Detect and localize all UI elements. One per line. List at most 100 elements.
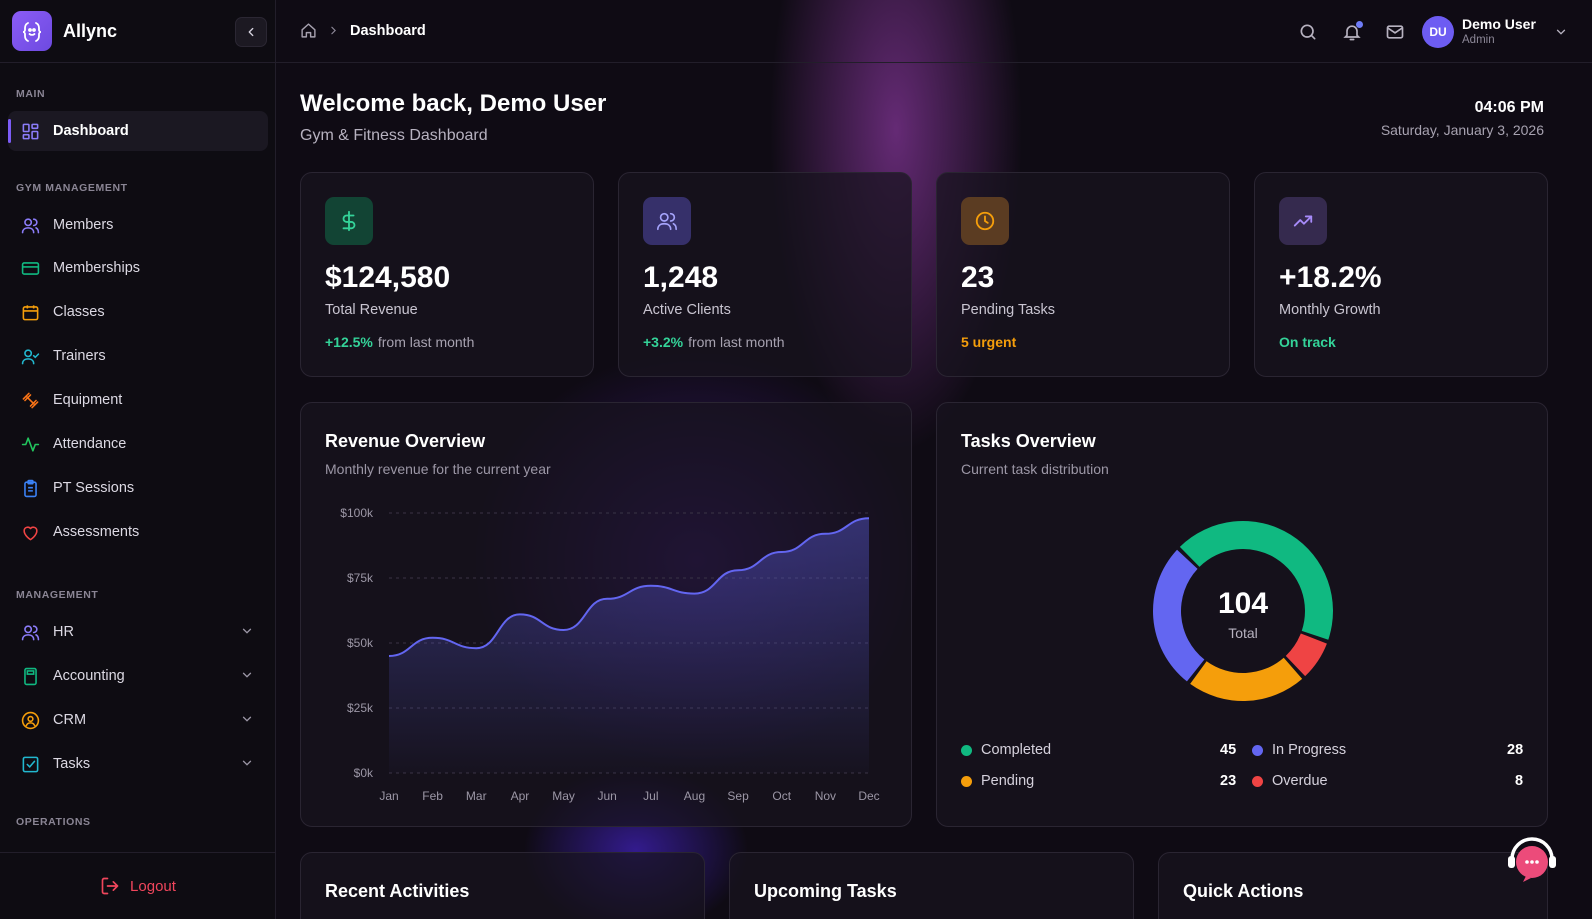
legend-value: 28 (1507, 742, 1524, 758)
card-subtitle: Monthly revenue for the current year (325, 461, 551, 477)
topbar: Dashboard DU Demo User Admin (276, 0, 1592, 63)
legend-dot (961, 775, 972, 787)
sidebar-item-label: Assessments (53, 524, 140, 540)
sidebar-item-assessments[interactable]: Assessments (8, 512, 268, 552)
stat-change-text: from last month (377, 334, 475, 350)
stat-change: On track (1279, 334, 1336, 350)
sidebar-item-members[interactable]: Members (8, 205, 268, 245)
legend-dot (1252, 775, 1263, 787)
logout-button[interactable]: Logout (100, 876, 176, 896)
sidebar-item-crm[interactable]: CRM (8, 700, 268, 740)
sidebar-item-accounting[interactable]: Accounting (8, 656, 268, 696)
avatar[interactable]: DU (1422, 16, 1454, 48)
calculator-icon (20, 666, 40, 686)
support-chat-button[interactable] (1502, 827, 1562, 887)
y-tick-label: $50k (347, 636, 374, 650)
sidebar-item-pt-sessions[interactable]: PT Sessions (8, 468, 268, 508)
section-management: MANAGEMENT (16, 589, 99, 601)
user-name[interactable]: Demo User (1462, 16, 1536, 32)
messages-button[interactable] (1383, 20, 1407, 44)
stat-change-value: +3.2% (643, 334, 684, 350)
brand-logo-icon[interactable] (12, 11, 52, 51)
donut-slice-pending[interactable] (1190, 657, 1303, 701)
card-title: Tasks Overview (961, 431, 1096, 451)
bell-icon (1343, 25, 1361, 41)
stat-label: Active Clients (643, 302, 731, 318)
sidebar-item-label: Memberships (53, 260, 141, 276)
sidebar-item-hr[interactable]: HR (8, 612, 268, 652)
search-button[interactable] (1296, 20, 1320, 44)
sidebar-item-label: Members (53, 217, 114, 233)
legend-label: Pending (981, 773, 1035, 789)
donut-total-label: Total (1228, 625, 1258, 641)
tasks-overview-card: Tasks Overview Current task distribution… (936, 402, 1548, 827)
x-tick-label: Oct (772, 789, 791, 803)
x-tick-label: Apr (511, 789, 530, 803)
users-icon (20, 622, 40, 642)
revenue-chart[interactable]: $0k $25k $50k $75k $100k Jan Feb Mar Apr May Jun Ju… (301, 403, 913, 828)
legend-item-completed: Completed (961, 742, 1051, 758)
legend-value: 23 (1220, 773, 1237, 789)
legend-value: 45 (1220, 742, 1237, 758)
chevron-down-icon[interactable] (1554, 25, 1568, 39)
donut-slice-overdue[interactable] (1285, 633, 1327, 677)
stat-value: $124,580 (325, 261, 451, 294)
brand: Allync (0, 0, 275, 63)
headset-chat-icon (1508, 837, 1556, 882)
legend-value: 8 (1515, 773, 1524, 789)
recent-activities-card: Recent Activities (300, 852, 705, 919)
revenue-area (389, 518, 869, 773)
x-tick-label: Dec (858, 789, 879, 803)
notification-dot (1356, 21, 1363, 28)
x-tick-label: Aug (684, 789, 705, 803)
stat-card-clients: 1,248 Active Clients +3.2% from last mont… (618, 172, 912, 377)
dumbbell-icon (20, 390, 40, 410)
sidebar-item-equipment[interactable]: Equipment (8, 380, 268, 420)
sidebar: Allync MAIN Dashboard GYM MANAGEMENT Mem… (0, 0, 276, 919)
home-icon[interactable] (300, 22, 317, 39)
sidebar-item-classes[interactable]: Classes (8, 292, 268, 332)
card-title: Upcoming Tasks (754, 881, 897, 901)
sidebar-item-trainers[interactable]: Trainers (8, 336, 268, 376)
page-title: Welcome back, Demo User (300, 90, 607, 117)
sidebar-item-dashboard[interactable]: Dashboard (8, 111, 268, 151)
x-tick-label: Mar (466, 789, 487, 803)
x-tick-label: May (552, 789, 575, 803)
sidebar-item-label: Trainers (53, 348, 106, 364)
revenue-overview-card: Revenue Overview Monthly revenue for the… (300, 402, 912, 827)
legend-label: Completed (981, 742, 1052, 758)
stat-label: Total Revenue (325, 302, 418, 318)
mail-icon (1386, 25, 1404, 39)
tasks-donut-chart[interactable] (937, 463, 1549, 783)
stat-change: +3.2% from last month (643, 334, 785, 350)
stat-card-revenue: $124,580 Total Revenue +12.5% from last m… (300, 172, 594, 377)
user-circle-icon (20, 710, 40, 730)
breadcrumb-current: Dashboard (350, 22, 426, 39)
stat-change: 5 urgent (961, 334, 1016, 350)
legend-dot (1252, 744, 1263, 756)
credit-card-icon (20, 258, 40, 278)
legend-label: Overdue (1272, 773, 1328, 789)
chevron-down-icon (242, 716, 252, 722)
sidebar-item-label: Attendance (53, 436, 127, 452)
notifications-button[interactable] (1340, 20, 1364, 44)
page-subtitle: Gym & Fitness Dashboard (300, 127, 488, 144)
sidebar-item-attendance[interactable]: Attendance (8, 424, 268, 464)
x-tick-label: Jul (643, 789, 658, 803)
chevron-down-icon (242, 672, 252, 678)
sidebar-item-label: Classes (53, 304, 105, 320)
users-icon (643, 197, 691, 245)
donut-slice-in-progress[interactable] (1153, 549, 1205, 682)
stat-change: +12.5% from last month (325, 334, 474, 350)
sidebar-item-tasks[interactable]: Tasks (8, 744, 268, 784)
collapse-sidebar-button[interactable] (235, 17, 267, 47)
x-tick-label: Feb (422, 789, 443, 803)
search-icon (1300, 24, 1316, 40)
sidebar-item-label: HR (53, 624, 74, 640)
x-tick-label: Nov (815, 789, 836, 803)
donut-slice-completed[interactable] (1179, 521, 1333, 640)
activity-icon (20, 434, 40, 454)
sidebar-item-memberships[interactable]: Memberships (8, 248, 268, 288)
breadcrumb: Dashboard (300, 22, 426, 39)
check-square-icon (20, 754, 40, 774)
